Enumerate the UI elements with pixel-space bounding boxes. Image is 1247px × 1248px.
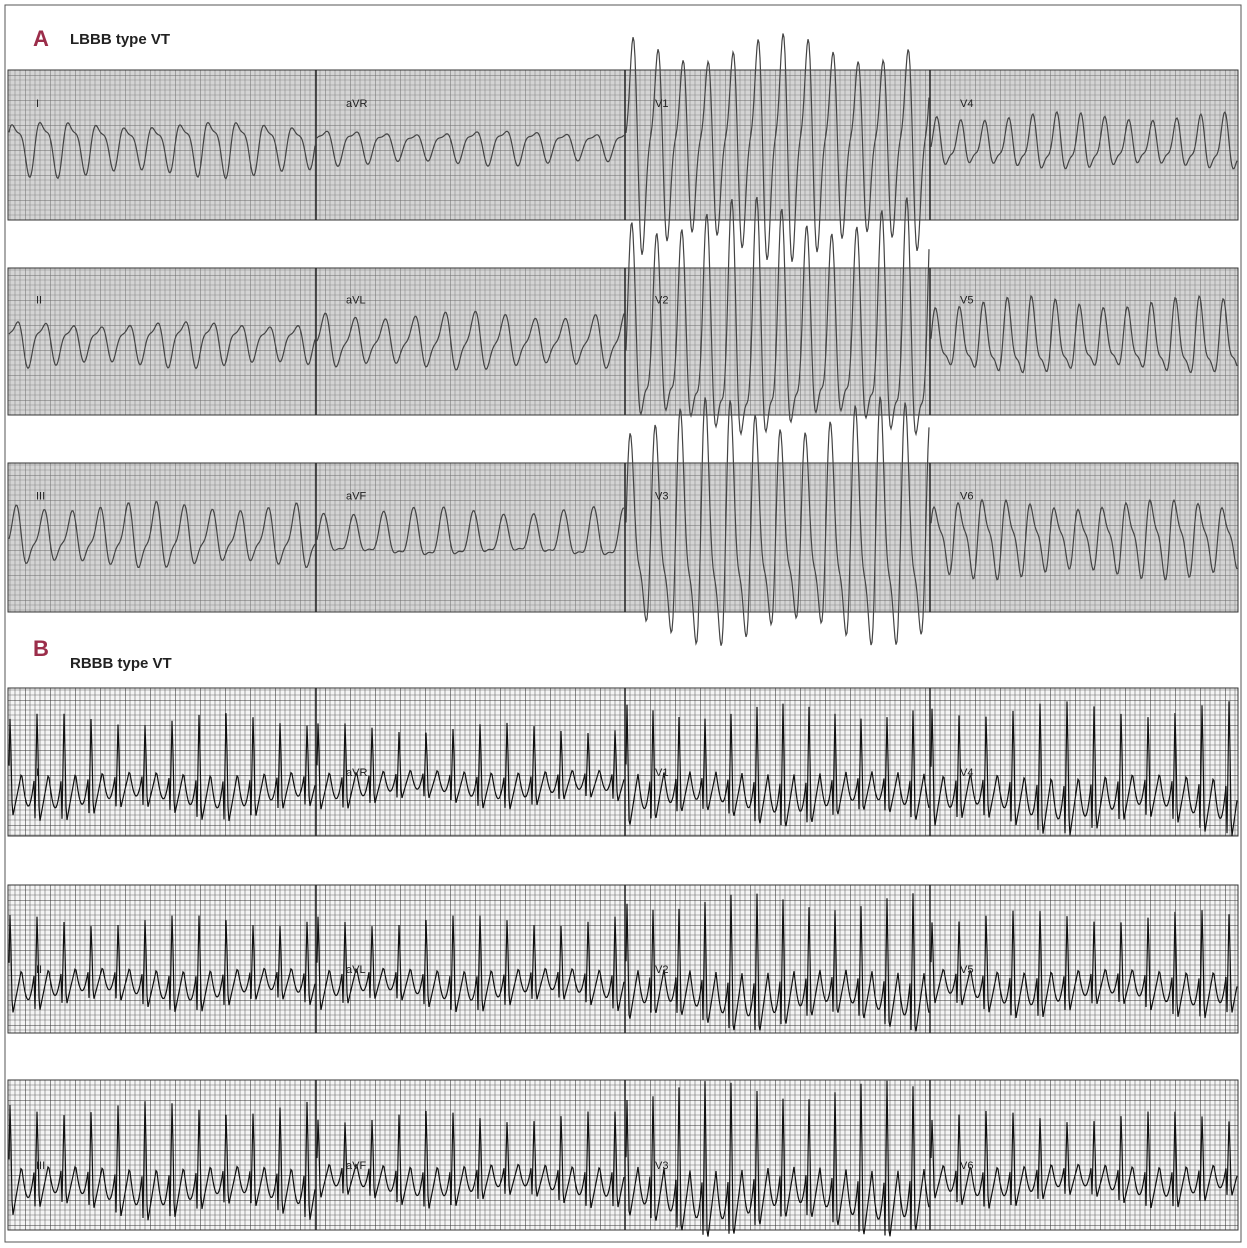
lead-label: V1 [655, 98, 668, 110]
lead-label: V5 [960, 964, 973, 976]
lead-label: V4 [960, 767, 973, 779]
lead-label: aVL [346, 295, 366, 307]
lead-label: aVF [346, 1160, 366, 1172]
panel-title: LBBB type VT [70, 31, 170, 48]
lead-label: aVL [346, 964, 366, 976]
ecg-strip [8, 885, 1238, 1033]
lead-label: V6 [960, 491, 973, 503]
ecg-strip [8, 1080, 1238, 1230]
lead-label: V5 [960, 295, 973, 307]
lead-label: V2 [655, 295, 668, 307]
lead-label: II [36, 964, 42, 976]
ecg-strip [8, 70, 1238, 220]
lead-label: II [36, 295, 42, 307]
ecg-strip [8, 268, 1238, 415]
strips [8, 70, 1238, 1230]
lead-label: III [36, 491, 45, 503]
lead-label: V3 [655, 1160, 668, 1172]
lead-label: aVF [346, 491, 366, 503]
figure: ALBBB type VTIaVRV1V4IIaVLV2V5IIIaVFV3V6… [0, 0, 1247, 1248]
lead-label: III [36, 1160, 45, 1172]
panel-title: RBBB type VT [70, 655, 172, 672]
ecg-strip [8, 463, 1238, 612]
panel-letter: B [33, 636, 49, 661]
lead-label: aVR [346, 98, 367, 110]
lead-label: V4 [960, 98, 973, 110]
lead-label: V2 [655, 964, 668, 976]
lead-label: V6 [960, 1160, 973, 1172]
lead-label: I [36, 98, 39, 110]
lead-label: V3 [655, 491, 668, 503]
panel-letter: A [33, 26, 49, 51]
lead-label: aVR [346, 767, 367, 779]
ecg-strip [8, 688, 1238, 836]
lead-label: V1 [655, 767, 668, 779]
lead-label: I [36, 767, 39, 779]
